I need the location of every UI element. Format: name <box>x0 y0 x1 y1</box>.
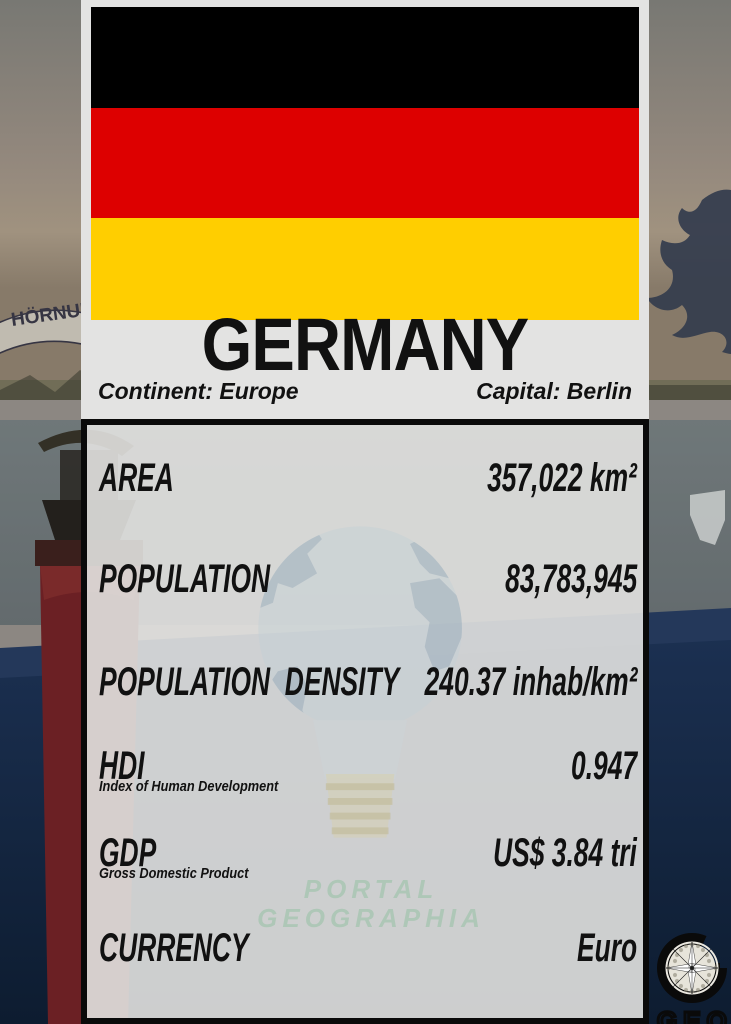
svg-text:GEO: GEO <box>657 1006 731 1024</box>
